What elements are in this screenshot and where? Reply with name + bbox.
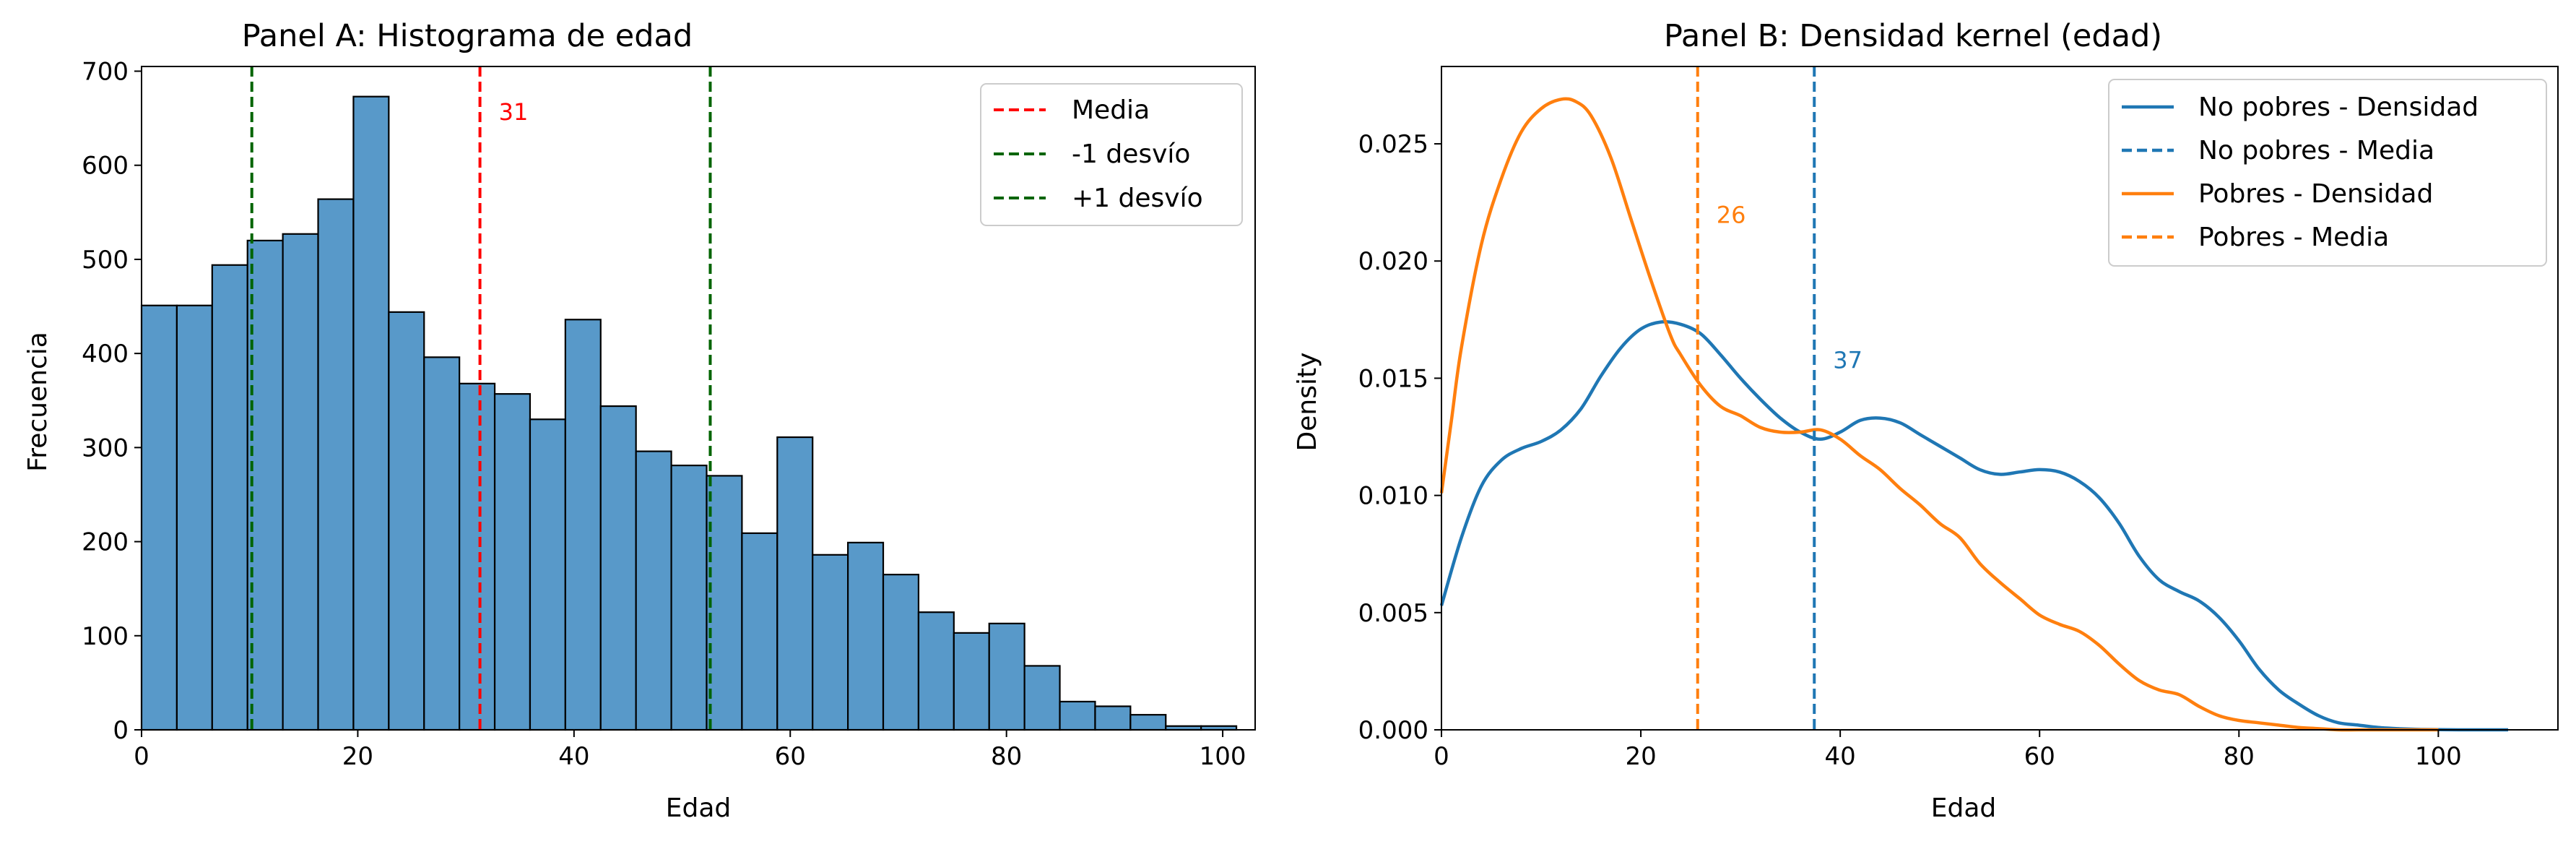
- panel-b-ytick-label: 0.020: [1358, 247, 1428, 276]
- legend-label: +1 desvío: [1072, 184, 1203, 213]
- histogram-bar: [388, 311, 425, 731]
- panel-a-frame: [141, 66, 1256, 731]
- legend-label: Pobres - Densidad: [2198, 179, 2433, 209]
- histogram-bar: [493, 393, 532, 731]
- legend-box: [980, 83, 1243, 226]
- panel-b-ytick-label: 0.015: [1358, 364, 1428, 393]
- panel-a-xtick-label: 80: [991, 742, 1022, 771]
- panel-b: Panel B: Densidad kernel (edad) 37 26 0 20…: [1293, 18, 2559, 823]
- histogram-bar: [211, 264, 248, 731]
- panel-b-ytick-label: 0.025: [1358, 130, 1428, 159]
- panel-a-xlabel: Edad: [666, 793, 732, 823]
- histogram-bar: [812, 554, 849, 731]
- panel-a-ytick-label: 300: [82, 434, 129, 462]
- panel-a-ytick-label: 400: [82, 340, 129, 369]
- histogram-bar: [564, 319, 602, 731]
- legend-label: Media: [1072, 95, 1150, 125]
- panel-a-xtick-label: 20: [342, 742, 373, 771]
- panel-b-ytick-label: 0.005: [1358, 599, 1428, 628]
- panel-b-ytick-label: 0.000: [1358, 716, 1428, 745]
- panel-a-ytick-label: 100: [82, 622, 129, 651]
- panel-a: Panel A: Histograma de edad 31 0 20 40 60 80…: [23, 18, 1256, 823]
- panel-a-xtick-label: 40: [558, 742, 589, 771]
- histogram-bar: [1129, 714, 1167, 731]
- panel-b-frame: [1441, 66, 2559, 731]
- panel-a-xtick-label: 0: [134, 742, 149, 771]
- panel-a-title: Panel A: Histograma de edad: [242, 18, 693, 54]
- histogram-bar: [599, 405, 637, 731]
- histogram-bar: [635, 450, 672, 731]
- panel-a-ytick-label: 700: [82, 58, 129, 87]
- mean-annotation: 31: [499, 98, 529, 126]
- panel-b-xtick-label: 20: [1625, 742, 1656, 771]
- mean-annotation-1: 26: [1717, 201, 1746, 228]
- histogram-bar: [140, 304, 178, 731]
- panel-b-xtick-label: 40: [1825, 742, 1856, 771]
- panel-a-ytick-label: 200: [82, 528, 129, 557]
- histogram-bar: [917, 611, 955, 731]
- panel-b-legend: No pobres - Densidad No pobres - Media Pob…: [2108, 79, 2547, 267]
- panel-b-xtick-label: 0: [1434, 742, 1449, 771]
- histogram-bar: [175, 304, 213, 731]
- panel-b-ytick-label: 0.010: [1358, 482, 1428, 511]
- histogram-bar: [529, 418, 566, 731]
- histogram-bar: [670, 465, 708, 731]
- panel-b-ylabel: Density: [1293, 353, 1322, 452]
- histogram-bar: [1094, 705, 1132, 731]
- panel-a-ytick-label: 600: [82, 152, 129, 181]
- histogram-bar: [988, 622, 1025, 731]
- panel-b-title: Panel B: Densidad kernel (edad): [1664, 18, 2162, 54]
- panel-b-xlabel: Edad: [1931, 793, 1997, 823]
- panel-a-ytick-label: 500: [82, 246, 129, 275]
- panel-a-xtick-label: 100: [1200, 742, 1246, 771]
- panel-b-series: [1439, 97, 2508, 732]
- density-line-pobres: [1439, 97, 2439, 732]
- panel-b-reference-lines: 37 26: [1696, 66, 1862, 730]
- legend-label: No pobres - Densidad: [2198, 92, 2479, 122]
- panel-b-axes: 0 20 40 60 80 100 0.000 0.005 0.010 0.015 0.020 0.0…: [1358, 66, 2559, 771]
- histogram-bar: [1059, 700, 1096, 731]
- histogram-bar: [706, 475, 743, 731]
- histogram-bar: [1023, 665, 1061, 731]
- panel-a-legend: Media -1 desvío +1 desvío: [980, 83, 1243, 226]
- histogram-bar: [423, 356, 461, 731]
- panel-b-xtick-label: 60: [2024, 742, 2055, 771]
- panel-b-xtick-label: 80: [2224, 742, 2255, 771]
- panel-a-xtick-label: 60: [775, 742, 806, 771]
- density-line-no-pobres: [1439, 320, 2508, 732]
- histogram-bar: [882, 574, 920, 731]
- legend-label: Pobres - Media: [2198, 223, 2389, 252]
- panel-a-bars: [140, 95, 1238, 731]
- histogram-bar: [317, 198, 355, 731]
- histogram-bar: [352, 95, 390, 731]
- panel-a-axes: 0 20 40 60 80 100 0 100 200 300 400 500 600 700: [82, 58, 1256, 771]
- legend-box: [2108, 79, 2547, 267]
- panel-a-reference-lines: 31: [250, 66, 712, 730]
- histogram-bar: [282, 233, 319, 731]
- histogram-bar: [847, 541, 885, 731]
- histogram-bar: [459, 382, 496, 731]
- panel-b-xtick-label: 100: [2415, 742, 2462, 771]
- legend-label: -1 desvío: [1072, 139, 1190, 169]
- panel-a-ylabel: Frecuencia: [23, 332, 53, 472]
- histogram-bar: [741, 532, 779, 731]
- panel-a-ytick-label: 0: [113, 716, 129, 745]
- histogram-bar: [776, 436, 814, 731]
- legend-label: No pobres - Media: [2198, 136, 2434, 165]
- histogram-bar: [953, 632, 990, 731]
- mean-annotation-0: 37: [1833, 346, 1862, 374]
